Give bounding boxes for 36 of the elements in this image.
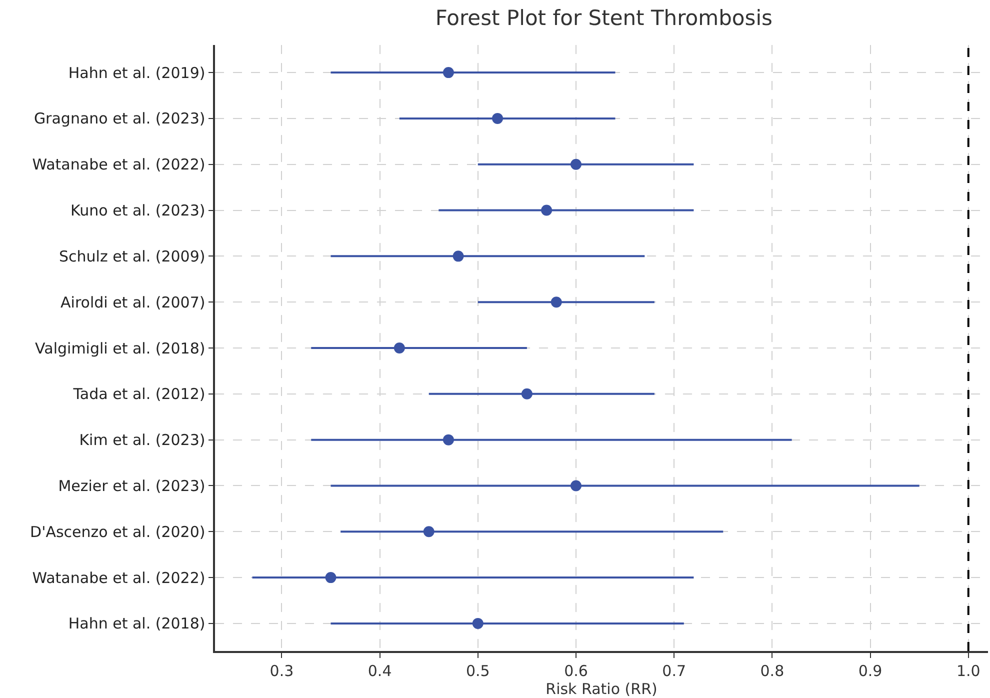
- point: [442, 434, 454, 446]
- point: [492, 112, 504, 124]
- point: [325, 572, 336, 584]
- y-tick-label: Kim et al. (2023): [79, 431, 206, 450]
- x-tick-label: 0.5: [466, 662, 490, 680]
- point: [570, 480, 582, 492]
- y-tick-label: Valgimigli et al. (2018): [35, 339, 206, 358]
- y-tick-label: Tada et al. (2012): [72, 385, 206, 404]
- y-tick-label: Schulz et al. (2009): [59, 247, 206, 266]
- y-tick-label: Hahn et al. (2018): [68, 614, 206, 633]
- y-tick-label: Gragnano et al. (2023): [34, 110, 206, 128]
- point: [423, 526, 434, 538]
- x-tick-label: 0.9: [858, 662, 882, 680]
- y-tick-label: Watanabe et al. (2022): [32, 156, 206, 174]
- x-tick-label: 0.7: [662, 662, 686, 680]
- point: [570, 158, 582, 170]
- x-tick-label: 0.4: [368, 662, 392, 680]
- x-tick-label: 0.8: [760, 662, 784, 680]
- chart-title: Forest Plot for Stent Thrombosis: [435, 6, 772, 30]
- point: [550, 296, 562, 308]
- y-tick-label: D'Ascenzo et al. (2020): [30, 522, 206, 541]
- x-tick-label: 1.0: [956, 662, 980, 680]
- x-tick-label: 0.3: [270, 662, 294, 680]
- y-tick-label: Hahn et al. (2019): [68, 64, 206, 82]
- y-tick-label: Mezier et al. (2023): [58, 476, 206, 495]
- point: [472, 618, 484, 629]
- point: [541, 204, 552, 216]
- x-axis-title: Risk Ratio (RR): [546, 680, 658, 698]
- point: [521, 388, 532, 400]
- y-tick-label: Airoldi et al. (2007): [60, 293, 206, 312]
- y-tick-label: Watanabe et al. (2022): [32, 568, 206, 587]
- point: [452, 250, 464, 262]
- y-tick-label: Kuno et al. (2023): [70, 202, 206, 220]
- x-tick-label: 0.6: [564, 662, 588, 680]
- point: [442, 67, 454, 78]
- point: [394, 342, 405, 354]
